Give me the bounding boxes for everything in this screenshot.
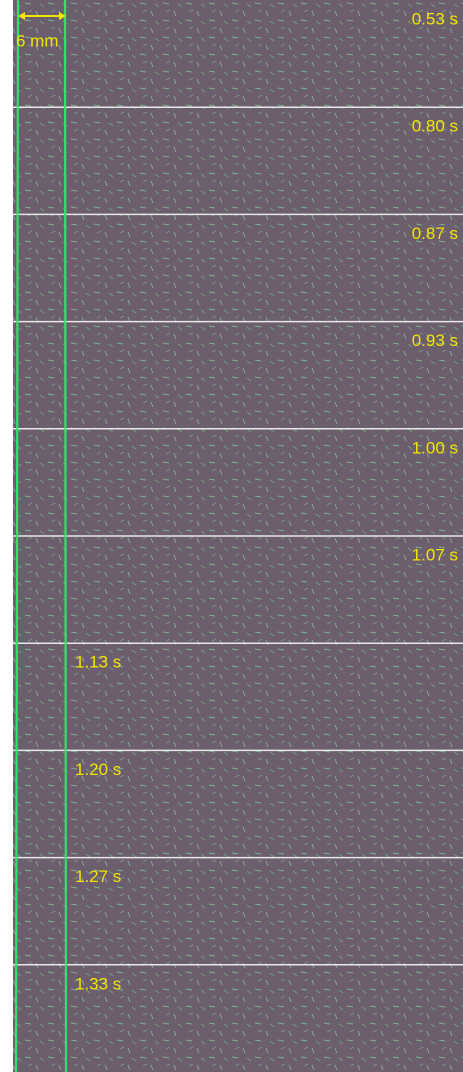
time-label: 0.53 s	[412, 9, 458, 28]
time-label: 1.33 s	[75, 974, 121, 993]
scale-bar-label: 6 mm	[16, 31, 59, 50]
time-label: 0.87 s	[412, 224, 458, 243]
time-label: 1.07 s	[412, 545, 458, 564]
time-label: 0.80 s	[412, 117, 458, 136]
panel-texture	[13, 0, 463, 107]
time-label: 1.27 s	[75, 867, 121, 886]
time-label: 0.93 s	[412, 331, 458, 350]
panel-texture	[13, 322, 463, 429]
time-label: 1.13 s	[75, 653, 121, 672]
time-label: 1.20 s	[75, 760, 121, 779]
panel-texture	[13, 214, 463, 321]
panel-texture	[13, 536, 463, 643]
panel-texture	[13, 429, 463, 536]
edge-line-right	[65, 0, 66, 1072]
time-label: 1.00 s	[412, 438, 458, 457]
panel-stack	[13, 0, 463, 1072]
panel-texture	[13, 107, 463, 214]
figure: 6 mm 0.53 s 0.80 s 0.87 s 0.93 s 1.00 s 1.07 …	[0, 0, 463, 1072]
